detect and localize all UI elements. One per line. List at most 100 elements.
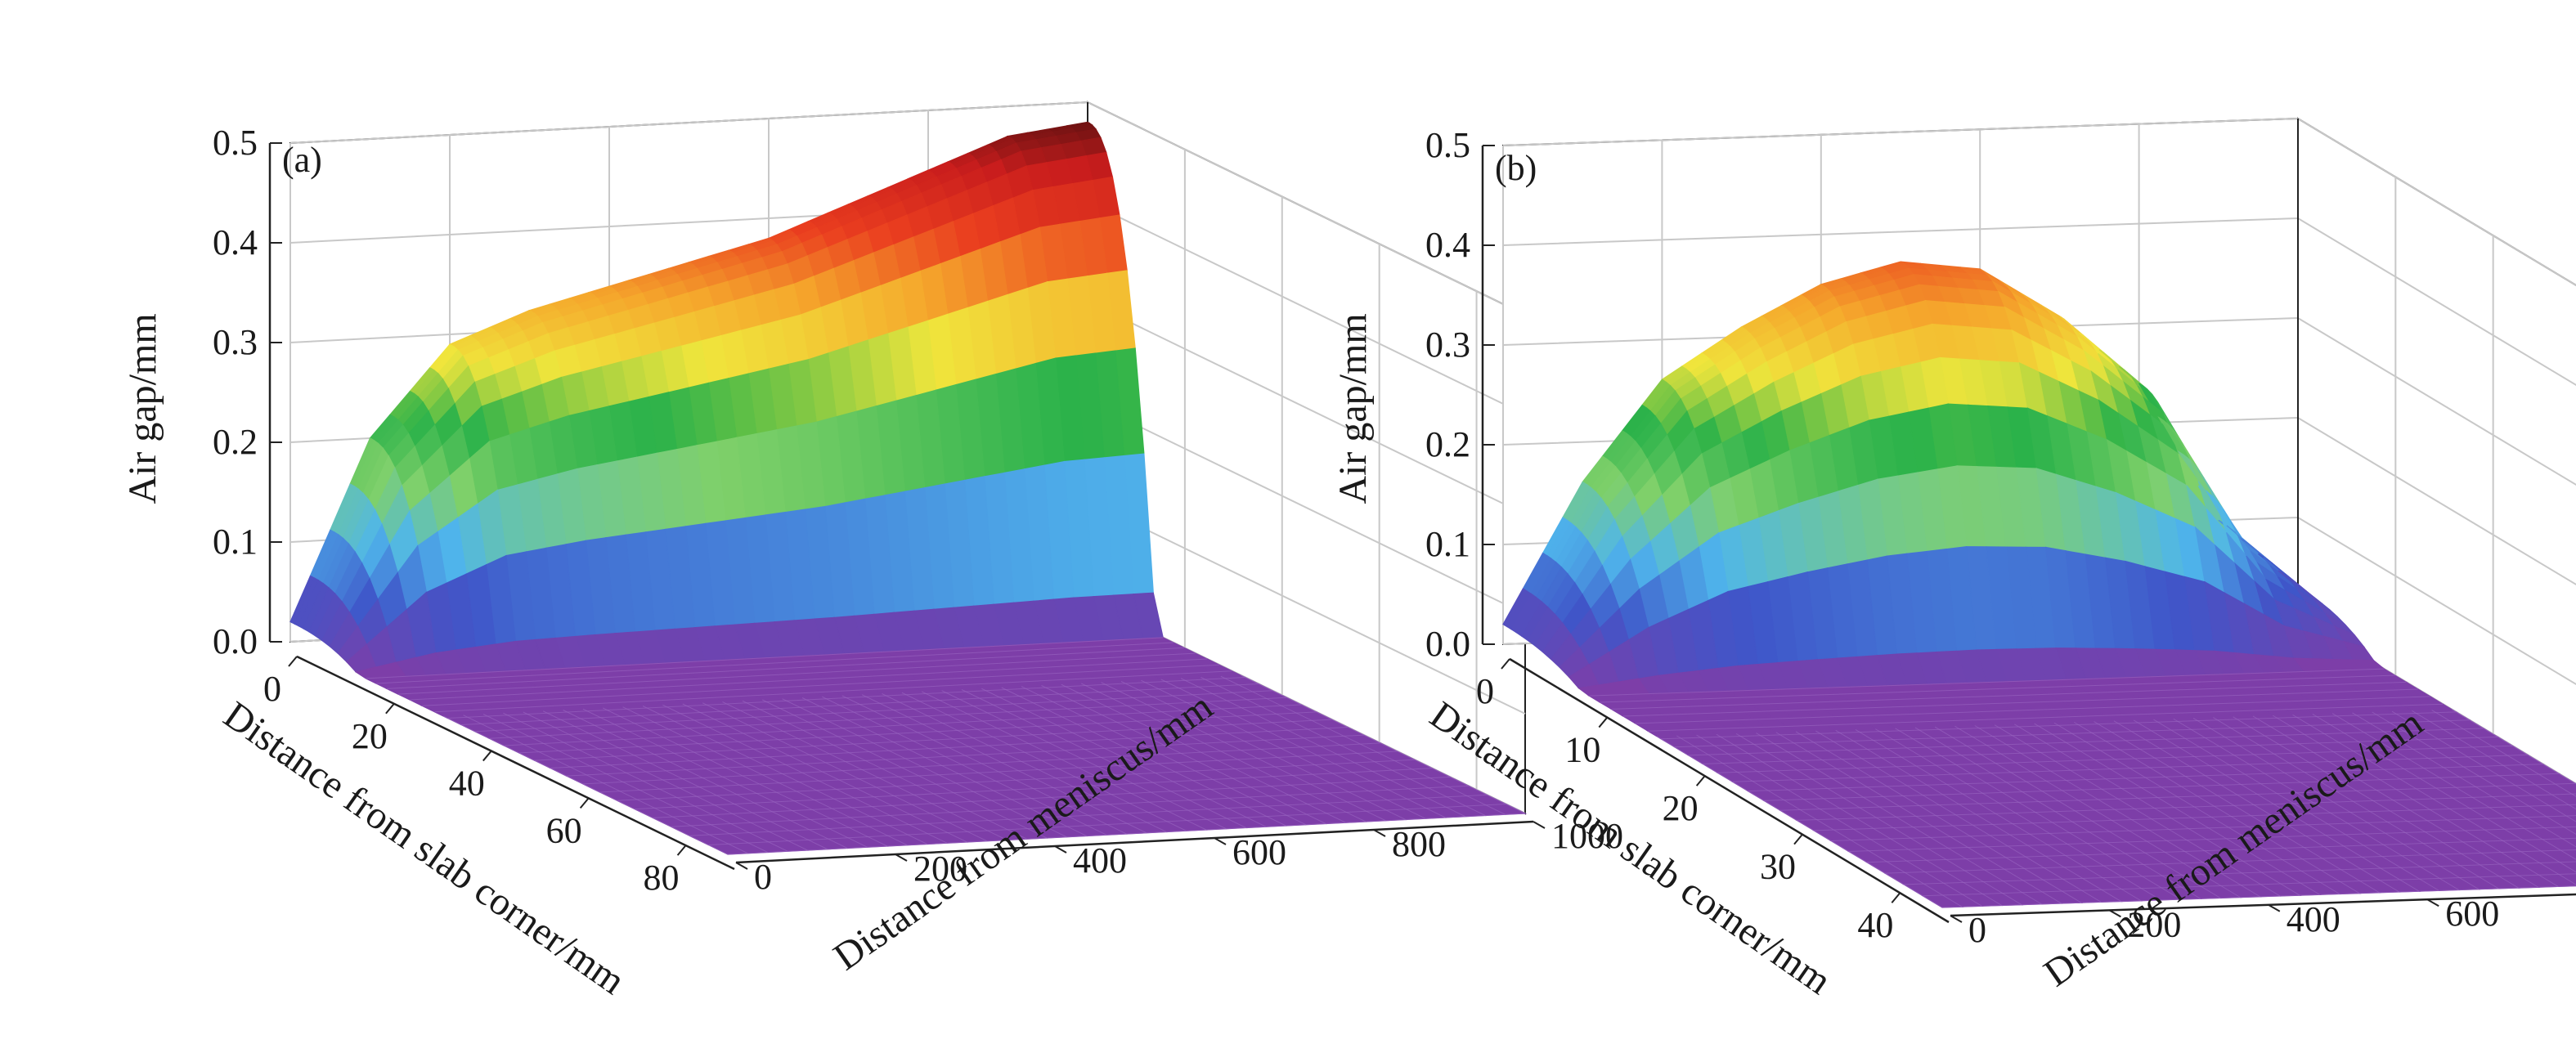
floor-mesh-line — [861, 694, 1147, 834]
floor-mesh-line — [722, 701, 1008, 840]
floor-mesh-line — [622, 706, 908, 846]
x-tick-label: 0 — [1476, 671, 1494, 711]
z-tick-label: 0.2 — [213, 422, 258, 462]
floor-mesh-line — [1200, 677, 1486, 816]
floor-mesh-line — [1914, 727, 2201, 899]
panel-label-b: (b) — [1495, 148, 1537, 188]
floor-mesh-line — [410, 658, 1208, 701]
floor-mesh-line — [1813, 804, 2576, 831]
floor-mesh-line — [1622, 688, 2418, 717]
z-tick-label: 0.5 — [213, 123, 258, 163]
floor-mesh-line — [689, 794, 1488, 836]
floor-mesh-line — [1795, 731, 2082, 903]
floor-mesh-line — [1656, 736, 1943, 908]
floor-mesh-line — [1696, 734, 1982, 907]
floor-mesh-line — [2133, 719, 2420, 892]
floor-mesh-line — [1748, 764, 2543, 792]
y-tick-label: 600 — [2445, 894, 2499, 934]
y-tick-label: 400 — [1073, 840, 1127, 880]
floor-mesh-line — [1797, 793, 2576, 821]
floor-mesh-line — [762, 699, 1048, 839]
floor-mesh-line — [582, 708, 868, 848]
floor-mesh-line — [447, 677, 1245, 719]
floor-mesh-line — [366, 637, 1164, 679]
floor-mesh-line — [642, 706, 927, 845]
x-tick — [1793, 834, 1803, 845]
floor-mesh-line — [2053, 722, 2340, 894]
floor-mesh-line — [542, 710, 828, 850]
y-tick-label: 0 — [1968, 910, 1986, 950]
y-tick-label: 200 — [2127, 904, 2181, 944]
floor-mesh-line — [1994, 724, 2281, 897]
floor-mesh-line — [1676, 735, 1963, 907]
floor-mesh-line — [2352, 712, 2576, 848]
y-axis-line — [735, 820, 1534, 864]
floor-mesh-line — [1041, 685, 1326, 824]
floor-mesh-line — [882, 693, 1167, 832]
z-tick-label: 0.1 — [1425, 524, 1470, 564]
floor-mesh-line — [2272, 715, 2559, 887]
floor-mesh-line — [504, 704, 1302, 746]
floor-mesh-line — [2192, 717, 2480, 890]
floor-mesh-line — [1756, 733, 2042, 905]
floor-mesh-line — [518, 711, 1317, 754]
floor-mesh-line — [901, 692, 1187, 831]
x-tick-label: 10 — [1564, 730, 1600, 770]
floor-mesh-line — [2312, 714, 2576, 873]
x-tick — [1891, 892, 1901, 903]
floor-mesh-line — [1120, 681, 1406, 820]
x-tick-label: 60 — [546, 810, 582, 850]
floor-mesh-line — [460, 683, 1259, 726]
y-tick — [735, 862, 748, 870]
floor-mesh-line — [1904, 861, 2576, 885]
floor-mesh-line — [1716, 733, 2003, 906]
floor-mesh-line — [1661, 711, 2457, 740]
floor-mesh-line — [603, 707, 888, 847]
z-tick-label: 0.1 — [213, 522, 258, 562]
floor-mesh-line — [1101, 682, 1386, 822]
floor-mesh-line — [1021, 686, 1307, 826]
floor-mesh-line — [801, 697, 1087, 836]
y-tick — [1214, 837, 1227, 845]
z-tick-label: 0.3 — [1425, 325, 1470, 365]
z-tick-label: 0.0 — [213, 621, 258, 661]
floor-mesh-line — [1703, 736, 2498, 764]
floor-mesh-line — [922, 691, 1207, 831]
floor-mesh-line — [534, 719, 1332, 761]
z-tick-label: 0.2 — [1425, 424, 1470, 464]
floor-mesh-line — [1717, 745, 2513, 773]
floor-mesh-line — [1611, 681, 2407, 710]
z-tick-label: 0.4 — [213, 222, 258, 262]
y-tick — [2108, 909, 2121, 918]
floor-mesh-line — [434, 670, 1232, 713]
floor-mesh-line — [2331, 713, 2576, 860]
floor-mesh-line — [635, 768, 1433, 810]
floor-mesh-line — [742, 700, 1027, 840]
x-tick-label: 20 — [352, 716, 388, 756]
y-tick-label: 200 — [913, 849, 967, 889]
floor-mesh-line — [2412, 710, 2576, 810]
y-tick — [1054, 845, 1067, 854]
floor-mesh-line — [463, 715, 748, 854]
y-tick-label: 1000 — [1551, 816, 1623, 856]
floor-mesh-line — [1061, 683, 1346, 823]
y-tick — [2426, 898, 2439, 907]
y-tick-label: 400 — [2287, 899, 2340, 939]
floor-mesh-line — [682, 703, 967, 843]
floor-mesh-line — [1732, 754, 2528, 782]
floor-mesh-line — [941, 690, 1227, 830]
floor-mesh-line — [1831, 815, 2576, 842]
floor-mesh-line — [1674, 719, 2470, 748]
floor-mesh-line — [2173, 718, 2460, 890]
floor-mesh-line — [1835, 729, 2121, 903]
floor-mesh-line — [2153, 719, 2439, 891]
floor-mesh-line — [727, 813, 1526, 855]
floor-mesh-line — [2213, 717, 2499, 889]
floor-mesh-line — [1954, 725, 2241, 898]
y-tick — [2268, 903, 2281, 912]
x-tick — [1695, 775, 1706, 786]
floor-mesh-line — [961, 689, 1246, 828]
floor-mesh-line — [2292, 714, 2576, 885]
floor-mesh-line — [1081, 683, 1367, 822]
